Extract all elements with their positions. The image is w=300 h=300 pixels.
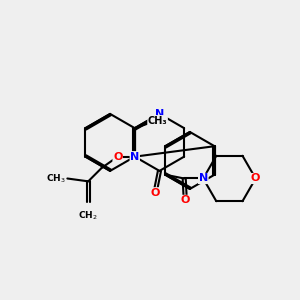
Text: O: O [181,195,190,205]
Text: N: N [199,173,208,184]
Text: N: N [155,109,164,119]
Text: O: O [151,188,160,198]
Text: O: O [251,173,260,184]
Text: N: N [130,152,140,162]
Text: N: N [199,173,208,184]
Text: CH$_2$: CH$_2$ [78,210,98,222]
Text: CH₃: CH₃ [148,116,167,126]
Text: CH$_3$: CH$_3$ [46,172,65,185]
Text: O: O [113,152,122,162]
